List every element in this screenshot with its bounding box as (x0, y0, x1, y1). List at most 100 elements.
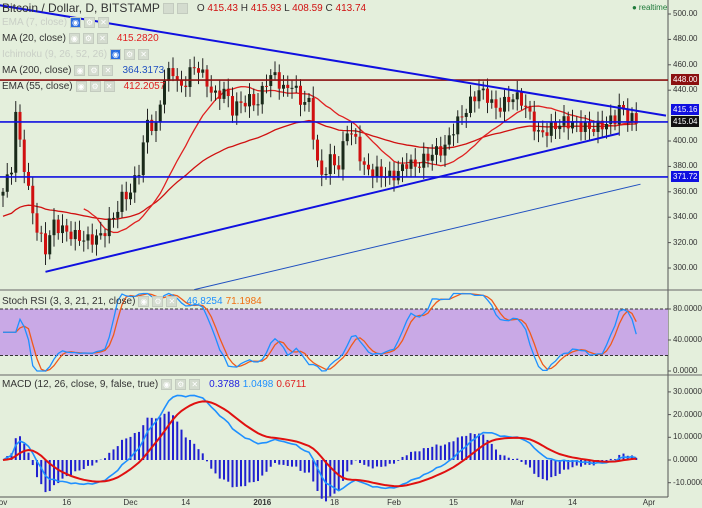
candle-body (571, 121, 574, 129)
indicator-legend: MA (200, close) ◉ ⚙ ✕ 364.3173 (2, 65, 164, 76)
macd-histogram-bar (163, 413, 166, 460)
eye-icon[interactable]: ◉ (161, 379, 173, 390)
gear-icon[interactable]: ⚙ (82, 33, 94, 44)
indicator-value: 364.3173 (122, 65, 165, 76)
indicator-label[interactable]: EMA (7, close) (2, 17, 68, 28)
macd-histogram-bar (512, 458, 514, 460)
macd-histogram-bar (618, 454, 621, 460)
price-tick-label: 400.00 (673, 136, 698, 145)
macd-histogram-bar (19, 436, 21, 460)
candle-body (290, 87, 294, 89)
candle-body (222, 88, 226, 99)
macd-histogram-bar (333, 460, 336, 494)
candle-body (333, 154, 336, 166)
candle-body (90, 234, 94, 245)
gear-icon[interactable]: ⚙ (88, 65, 100, 76)
price-tick-label: 480.00 (673, 34, 698, 44)
candle-body (311, 97, 315, 140)
macd-histogram-bar (384, 460, 387, 467)
candle-body (129, 192, 132, 200)
candle-body (95, 235, 98, 245)
gear-icon[interactable]: ⚙ (175, 379, 187, 390)
eye-icon[interactable]: ◉ (68, 33, 80, 44)
candle-body (345, 133, 349, 142)
close-icon[interactable]: ✕ (102, 65, 114, 76)
macd-histogram-bar (125, 438, 128, 460)
macd-histogram-bar (397, 460, 400, 461)
candle-body (515, 92, 519, 100)
indicator-label[interactable]: EMA (55, close) (2, 81, 73, 92)
indicator-label[interactable]: Ichimoku (9, 26, 52, 26) (2, 49, 108, 60)
eye-icon[interactable]: ◉ (70, 17, 82, 28)
macd-histogram-bar (150, 417, 153, 460)
last-price-label: 415.04 (671, 116, 700, 127)
indicator-label[interactable]: MA (200, close) (2, 65, 72, 76)
macd-histogram-bar (580, 460, 582, 467)
price-tick-label: 500.00 (673, 9, 698, 18)
candle-body (537, 130, 540, 132)
price-tick-label: 440.00 (673, 85, 698, 95)
macd-histogram-bar (155, 418, 157, 460)
macd-histogram-bar (482, 434, 485, 460)
candle-body (511, 99, 515, 103)
candle-body (430, 154, 434, 161)
macd-histogram-bar (380, 460, 383, 467)
macd-histogram-bar (129, 436, 132, 460)
close-icon[interactable]: ✕ (98, 17, 110, 28)
stoch-tick-label: 0.0000 (673, 366, 698, 375)
time-tick-label: 14 (568, 498, 577, 507)
symbol-title[interactable]: Bitcoin / Dollar, D, BITSTAMP (2, 1, 160, 15)
macd-histogram-bar (112, 449, 115, 460)
candle-body (388, 170, 392, 178)
candle-body (231, 96, 234, 116)
eye-icon[interactable] (162, 2, 174, 14)
macd-tick-label: 20.0000 (673, 409, 702, 419)
macd-histogram-bar (184, 437, 187, 460)
time-tick-label: Dec (123, 498, 138, 507)
close-icon[interactable]: ✕ (166, 296, 178, 307)
eye-icon[interactable]: ◉ (110, 49, 122, 60)
time-tick-label: Apr (642, 498, 656, 507)
macd-histogram-bar (87, 460, 89, 466)
macd-signal-line (2, 400, 637, 488)
candle-body (112, 217, 115, 219)
close-icon[interactable]: ✕ (103, 81, 115, 92)
candle-body (154, 122, 158, 131)
macd-histogram-bar (342, 460, 344, 481)
candle-body (299, 85, 302, 105)
candle-body (5, 174, 9, 192)
macd-histogram-bar (53, 460, 55, 486)
eye-icon[interactable]: ◉ (138, 296, 150, 307)
gear-icon[interactable]: ⚙ (124, 49, 136, 60)
candle-body (405, 164, 409, 169)
gear-icon[interactable]: ⚙ (84, 17, 96, 28)
candle-body (452, 134, 455, 136)
close-icon[interactable]: ✕ (189, 379, 201, 390)
macd-histogram-bar (541, 460, 544, 480)
eye-icon[interactable]: ◉ (75, 81, 87, 92)
macd-histogram-bar (533, 460, 536, 474)
indicator-label[interactable]: MA (20, close) (2, 33, 66, 44)
candle-body (150, 119, 154, 131)
candle-body (214, 90, 217, 93)
close-icon[interactable]: ✕ (138, 49, 150, 60)
candle-body (61, 225, 64, 234)
macd-histogram-bar (142, 425, 145, 460)
macd-histogram-bar (422, 448, 425, 460)
eye-icon[interactable]: ◉ (74, 65, 86, 76)
candle-body (256, 104, 260, 106)
close-icon[interactable]: ✕ (96, 33, 108, 44)
gear-icon[interactable]: ⚙ (89, 81, 101, 92)
gear-icon[interactable]: ⚙ (152, 296, 164, 307)
macd-histogram-bar (550, 460, 553, 478)
gear-icon[interactable] (176, 2, 188, 14)
candle-body (133, 175, 137, 193)
candle-body (464, 112, 468, 117)
macd-histogram-bar (295, 460, 298, 467)
macd-histogram-bar (82, 460, 85, 470)
candle-body (588, 121, 591, 129)
candle-body (545, 132, 549, 136)
macd-histogram-bar (499, 454, 502, 460)
candle-body (320, 160, 324, 175)
